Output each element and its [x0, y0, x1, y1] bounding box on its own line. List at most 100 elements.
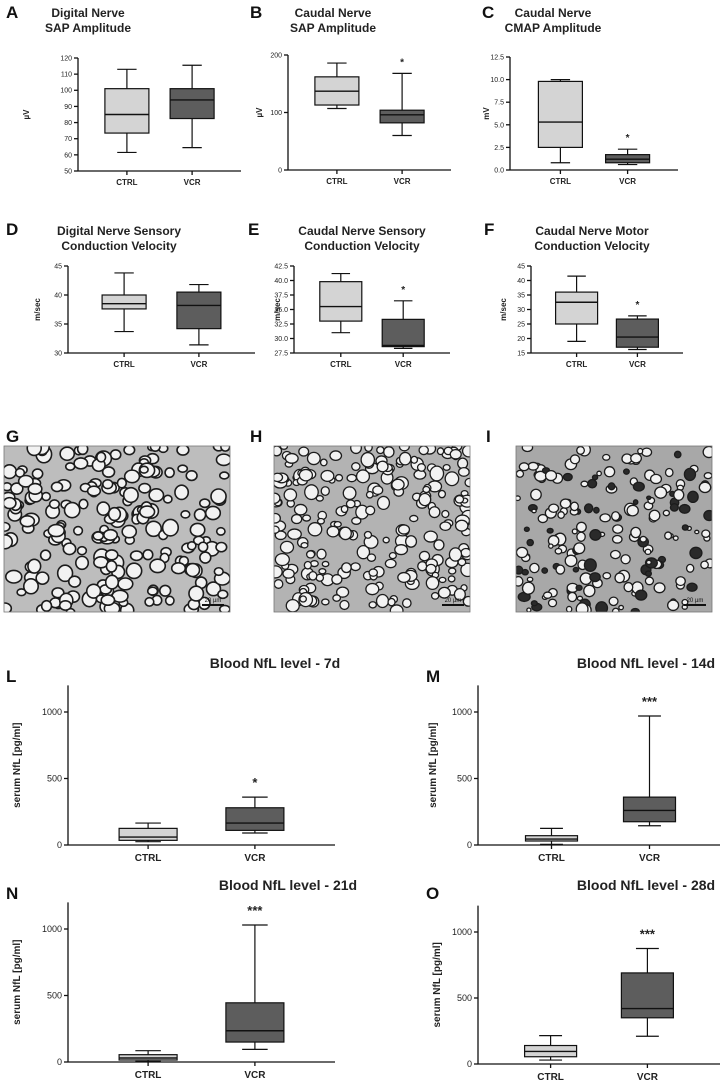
axon: [365, 505, 376, 516]
chart-panel-o: O Blood NfL level - 28d 0 500 1000 serum NfL …: [426, 877, 720, 1082]
axon: [4, 464, 18, 480]
chart-title: SAP Amplitude: [290, 21, 376, 35]
axon: [398, 451, 412, 466]
axon: [35, 571, 50, 585]
axon: [188, 585, 205, 602]
axon: [683, 467, 697, 482]
axon: [576, 446, 585, 455]
y-axis-label: µV: [22, 109, 31, 120]
axon: [457, 467, 470, 477]
axon: [376, 446, 385, 455]
axon: [681, 524, 689, 531]
chart-title: Caudal Nerve: [515, 6, 592, 20]
chart-title: Conduction Velocity: [534, 239, 650, 253]
axon: [4, 569, 23, 584]
axon: [368, 601, 378, 609]
axon: [583, 558, 597, 572]
axon: [437, 489, 447, 499]
axon: [557, 511, 565, 519]
axon: [603, 466, 616, 478]
axon: [205, 581, 222, 597]
axon: [602, 453, 611, 461]
axon: [521, 446, 534, 453]
y-tick-label: 100: [60, 88, 72, 95]
axon: [139, 505, 156, 519]
axon: [26, 446, 43, 457]
significance-marker: ***: [642, 694, 658, 709]
panel-letter-n: N: [6, 884, 18, 903]
y-axis-label: µV: [255, 107, 264, 118]
axon: [423, 530, 438, 543]
axon: [50, 481, 64, 493]
x-tick-label-vcr: VCR: [190, 360, 207, 369]
axon: [185, 562, 201, 578]
x-tick-label-ctrl: CTRL: [550, 177, 571, 186]
scale-bar-label: 20 µm: [205, 598, 222, 604]
axon: [641, 447, 653, 457]
box-vcr: [176, 291, 222, 330]
axon: [329, 450, 343, 462]
axon: [142, 549, 154, 561]
axon: [548, 503, 560, 514]
panel-letter-i: I: [486, 427, 491, 446]
axon: [351, 516, 362, 525]
chart-title: Caudal Nerve: [295, 6, 372, 20]
axon: [341, 562, 352, 574]
y-axis-label: m/sec: [33, 298, 42, 321]
axon: [654, 486, 668, 499]
nerve-cross-section-image: [4, 446, 230, 612]
x-tick-label-vcr: VCR: [184, 178, 201, 187]
x-tick-label-vcr: VCR: [629, 360, 646, 369]
y-tick-label: 40: [54, 292, 62, 299]
axon: [107, 506, 122, 522]
axon: [673, 450, 682, 459]
axon: [104, 549, 119, 561]
axon: [607, 482, 616, 491]
x-tick-label-vcr: VCR: [244, 1070, 266, 1081]
significance-marker: ***: [640, 927, 656, 942]
y-axis-label: serum NfL [pg/ml]: [12, 723, 23, 808]
axon: [122, 486, 139, 504]
axon: [630, 607, 641, 612]
axon: [569, 501, 579, 512]
significance-marker: *: [401, 285, 405, 296]
axon: [319, 458, 328, 467]
axon: [86, 485, 102, 497]
x-tick-label-ctrl: CTRL: [566, 360, 587, 369]
axon: [544, 469, 558, 482]
axon: [144, 596, 155, 607]
y-tick-label: 0: [278, 167, 282, 174]
axon: [595, 601, 609, 612]
axon: [304, 484, 319, 501]
axon: [610, 511, 621, 522]
y-tick-label: 50: [64, 168, 72, 175]
chart-title: Blood NfL level - 7d: [210, 655, 340, 671]
axon: [575, 584, 583, 592]
axon: [340, 504, 349, 514]
panel-letter-e: E: [248, 220, 259, 239]
axon: [700, 560, 709, 570]
axon: [363, 530, 373, 539]
axon: [321, 560, 330, 568]
significance-marker: *: [400, 57, 404, 68]
significance-marker: *: [252, 775, 258, 790]
y-axis-label: serum NfL [pg/ml]: [428, 723, 439, 808]
axon: [364, 446, 373, 453]
axon: [530, 600, 538, 607]
axon: [554, 547, 563, 555]
axon: [703, 472, 712, 480]
axon: [383, 446, 395, 458]
axon: [85, 583, 102, 599]
x-tick-label-ctrl: CTRL: [113, 360, 134, 369]
y-tick-label: 500: [47, 991, 62, 1001]
y-tick-label: 35: [517, 292, 525, 299]
y-tick-label: 45: [517, 263, 525, 270]
axon: [571, 528, 578, 535]
axon: [10, 482, 24, 496]
axon: [398, 446, 410, 452]
axon: [630, 452, 642, 464]
axon: [529, 562, 540, 574]
axon: [387, 597, 396, 607]
